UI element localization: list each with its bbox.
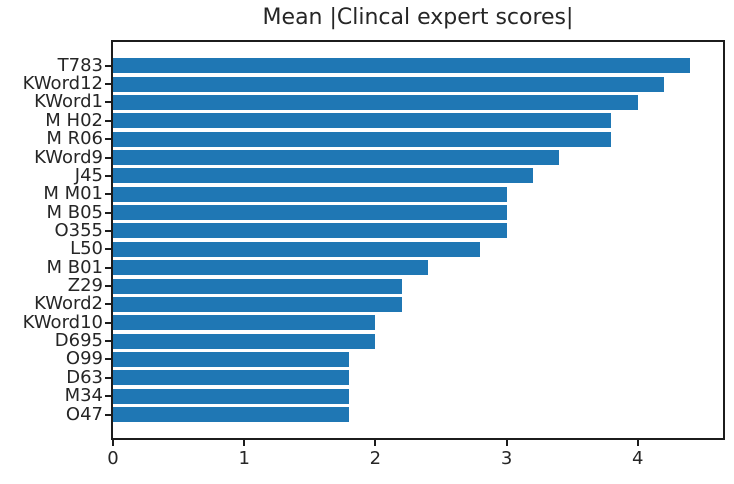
y-axis-label-m-m01: M M01 bbox=[43, 183, 103, 205]
bar-o47 bbox=[113, 407, 350, 423]
y-axis-label-z29: Z29 bbox=[67, 275, 103, 297]
x-tick-mark bbox=[112, 440, 114, 446]
x-tick-label-1: 1 bbox=[238, 448, 250, 469]
y-tick-mark bbox=[105, 64, 111, 67]
y-tick-mark bbox=[105, 248, 111, 251]
x-tick-label-0: 0 bbox=[107, 448, 119, 469]
y-axis-label-m34: M34 bbox=[64, 385, 103, 407]
x-tick-mark bbox=[243, 440, 246, 446]
bar-o99 bbox=[113, 351, 350, 367]
chart-title: Mean |Clincal expert scores| bbox=[262, 5, 574, 30]
y-tick-mark bbox=[105, 285, 111, 288]
bar-kword2 bbox=[113, 296, 402, 312]
bar-m-h02 bbox=[113, 113, 612, 129]
y-tick-mark bbox=[105, 229, 111, 232]
y-tick-mark bbox=[105, 156, 111, 159]
bar-m-m01 bbox=[113, 186, 507, 202]
y-axis-label-kword10: KWord10 bbox=[22, 311, 103, 333]
y-axis-label-d63: D63 bbox=[66, 366, 103, 388]
y-axis-label-kword12: KWord12 bbox=[22, 73, 103, 95]
bar-m-b05 bbox=[113, 205, 507, 221]
y-tick-mark bbox=[105, 413, 111, 416]
y-axis-label-m-r06: M R06 bbox=[46, 128, 103, 150]
y-axis-label-o355: O355 bbox=[54, 219, 103, 241]
bar-d63 bbox=[113, 370, 350, 386]
x-tick-mark bbox=[374, 440, 377, 446]
y-tick-mark bbox=[105, 119, 111, 122]
y-tick-mark bbox=[105, 395, 111, 398]
y-axis-label-d695: D695 bbox=[54, 330, 103, 352]
y-axis-label-o99: O99 bbox=[65, 348, 103, 370]
y-tick-mark bbox=[105, 321, 111, 324]
y-axis-label-kword2: KWord2 bbox=[34, 293, 103, 315]
bar-l50 bbox=[113, 241, 481, 257]
y-axis-label-m-b01: M B01 bbox=[46, 256, 103, 278]
bar-z29 bbox=[113, 278, 402, 294]
y-tick-mark bbox=[105, 174, 111, 177]
y-tick-mark bbox=[105, 266, 111, 269]
bar-m-r06 bbox=[113, 131, 612, 147]
y-tick-mark bbox=[105, 358, 111, 361]
plot-area bbox=[111, 40, 725, 440]
y-axis-label-m-b05: M B05 bbox=[46, 201, 103, 223]
bar-kword10 bbox=[113, 315, 376, 331]
y-tick-mark bbox=[105, 211, 111, 214]
y-axis-label-m-h02: M H02 bbox=[45, 109, 103, 131]
y-tick-mark bbox=[105, 376, 111, 379]
y-tick-mark bbox=[105, 303, 111, 306]
y-tick-mark bbox=[105, 101, 111, 104]
x-tick-label-3: 3 bbox=[500, 448, 513, 469]
bar-m34 bbox=[113, 388, 350, 404]
x-tick-mark bbox=[505, 440, 508, 446]
y-tick-mark bbox=[105, 138, 111, 141]
y-axis-label-o47: O47 bbox=[65, 403, 103, 425]
y-tick-mark bbox=[105, 340, 111, 343]
x-tick-label-4: 4 bbox=[631, 448, 644, 469]
bar-o355 bbox=[113, 223, 507, 239]
bar-m-b01 bbox=[113, 260, 428, 276]
y-axis-label-j45: J45 bbox=[74, 164, 103, 186]
bar-kword9 bbox=[113, 150, 560, 165]
bar-kword1 bbox=[113, 94, 638, 110]
y-axis-label-kword1: KWord1 bbox=[34, 91, 103, 113]
x-tick-label-2: 2 bbox=[369, 448, 382, 469]
bar-kword12 bbox=[113, 76, 664, 92]
y-tick-mark bbox=[105, 193, 111, 196]
y-tick-mark bbox=[105, 83, 111, 86]
bar-j45 bbox=[113, 168, 533, 184]
x-tick-mark bbox=[636, 440, 639, 446]
y-axis-label-t783: T783 bbox=[57, 54, 103, 76]
bar-t783 bbox=[113, 58, 691, 74]
bar-d695 bbox=[113, 333, 376, 349]
y-axis-label-l50: L50 bbox=[70, 238, 103, 260]
y-axis-label-kword9: KWord9 bbox=[34, 146, 103, 168]
